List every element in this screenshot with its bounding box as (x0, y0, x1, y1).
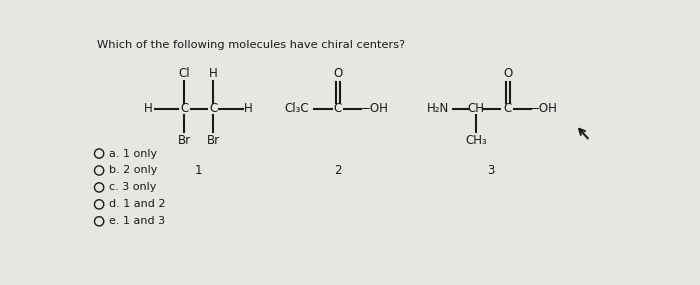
Text: Br: Br (206, 134, 220, 146)
Text: −OH: −OH (360, 102, 388, 115)
Text: e. 1 and 3: e. 1 and 3 (109, 216, 165, 226)
Text: −OH: −OH (530, 102, 558, 115)
Text: Cl₃C: Cl₃C (284, 102, 309, 115)
Text: b. 2 only: b. 2 only (109, 166, 158, 176)
Text: H: H (209, 67, 218, 80)
Text: O: O (333, 67, 342, 80)
Text: CH₃: CH₃ (465, 134, 486, 146)
Text: Cl: Cl (178, 67, 190, 80)
Text: 2: 2 (334, 164, 342, 177)
Text: C: C (181, 102, 188, 115)
Text: 1: 1 (195, 164, 202, 177)
Text: d. 1 and 2: d. 1 and 2 (109, 200, 166, 209)
Text: CH: CH (468, 102, 484, 115)
Text: C: C (334, 102, 342, 115)
Text: Br: Br (178, 134, 191, 146)
Text: H: H (144, 102, 153, 115)
Text: H: H (244, 102, 253, 115)
Text: C: C (209, 102, 217, 115)
Text: H₂N: H₂N (427, 102, 449, 115)
Text: 3: 3 (486, 164, 494, 177)
Text: Which of the following molecules have chiral centers?: Which of the following molecules have ch… (97, 40, 405, 50)
Text: C: C (503, 102, 512, 115)
Text: a. 1 only: a. 1 only (109, 148, 158, 158)
Text: c. 3 only: c. 3 only (109, 182, 157, 192)
Text: O: O (503, 67, 512, 80)
